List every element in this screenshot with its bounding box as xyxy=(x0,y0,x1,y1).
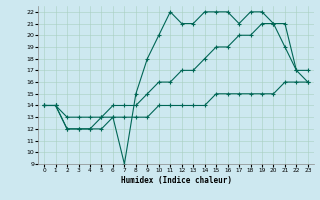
X-axis label: Humidex (Indice chaleur): Humidex (Indice chaleur) xyxy=(121,176,231,185)
